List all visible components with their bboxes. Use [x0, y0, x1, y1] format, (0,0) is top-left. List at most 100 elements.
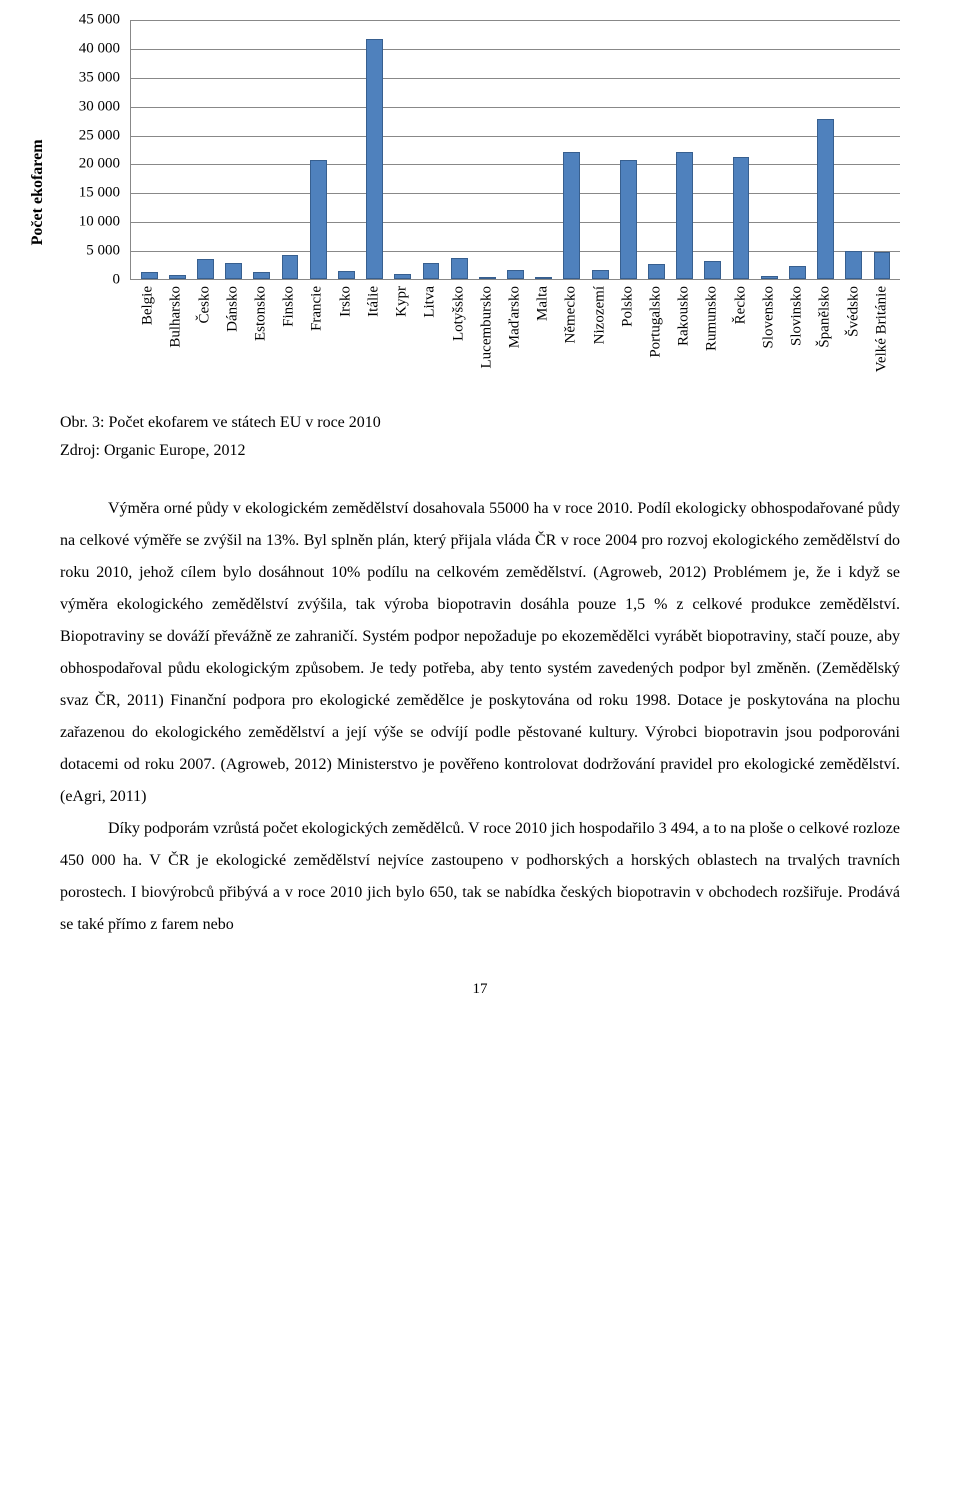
bar: [366, 39, 383, 279]
x-label: Velké Británie: [873, 286, 890, 372]
bar-slot: [530, 20, 558, 279]
y-tick-label: 40 000: [79, 40, 120, 57]
y-tick-label: 15 000: [79, 185, 120, 202]
x-label-slot: Lucembursko: [473, 282, 501, 382]
y-tick-label: 10 000: [79, 214, 120, 231]
bar: [338, 271, 355, 279]
bar-slot: [727, 20, 755, 279]
bar: [874, 252, 891, 279]
bar: [535, 277, 552, 279]
x-label: Španělsko: [817, 286, 834, 348]
y-tick-label: 35 000: [79, 69, 120, 86]
bar: [676, 152, 693, 279]
x-label: Litva: [422, 286, 439, 318]
figure-source: Zdroj: Organic Europe, 2012: [60, 438, 900, 464]
bar: [817, 119, 834, 279]
x-label: Malta: [535, 286, 552, 321]
x-label-slot: Finsko: [275, 282, 303, 382]
x-label-slot: Lotyšsko: [444, 282, 472, 382]
bar-slot: [671, 20, 699, 279]
bar: [592, 270, 609, 279]
bar-slot: [417, 20, 445, 279]
x-label-slot: Portugalsko: [642, 282, 670, 382]
x-label: Rumunsko: [704, 286, 721, 351]
bar-slot: [304, 20, 332, 279]
x-label-slot: Itálie: [360, 282, 388, 382]
x-label: Irsko: [337, 286, 354, 317]
bar: [141, 272, 158, 279]
paragraph-2: Díky podporám vzrůstá počet ekologických…: [60, 813, 900, 941]
x-label: Kypr: [394, 286, 411, 317]
bar: [169, 275, 186, 279]
x-label-slot: Irsko: [332, 282, 360, 382]
x-label-slot: Kypr: [388, 282, 416, 382]
bar-slot: [135, 20, 163, 279]
x-label-slot: Řecko: [727, 282, 755, 382]
bar-slot: [191, 20, 219, 279]
x-label: Portugalsko: [648, 286, 665, 358]
x-label-slot: Velké Británie: [868, 282, 896, 382]
bar-slot: [812, 20, 840, 279]
x-label: Francie: [309, 286, 326, 331]
bar: [225, 263, 242, 279]
x-label-slot: Bulharsko: [162, 282, 190, 382]
x-label: Lotyšsko: [450, 286, 467, 341]
bar: [310, 160, 327, 279]
x-label: Švédsko: [845, 286, 862, 337]
paragraph-1: Výměra orné půdy v ekologickém zemědělst…: [60, 493, 900, 813]
bar-slot: [220, 20, 248, 279]
bars-container: [131, 20, 900, 279]
figure-caption: Obr. 3: Počet ekofarem ve státech EU v r…: [60, 410, 900, 436]
bar: [197, 259, 214, 279]
y-axis-label: Počet ekofarem: [29, 139, 47, 245]
y-tick-label: 20 000: [79, 156, 120, 173]
bar: [704, 261, 721, 279]
x-label: Belgie: [140, 286, 157, 325]
x-label: Polsko: [619, 286, 636, 327]
x-label: Česko: [196, 286, 213, 324]
bar: [507, 270, 524, 279]
x-label-slot: Dánsko: [219, 282, 247, 382]
plot-area: [130, 20, 900, 280]
x-label: Řecko: [732, 286, 749, 324]
x-label: Itálie: [365, 286, 382, 317]
bar-chart: Počet ekofarem 05 00010 00015 00020 0002…: [60, 20, 900, 390]
bar-slot: [445, 20, 473, 279]
y-tick-label: 5 000: [86, 243, 120, 260]
bar: [394, 274, 411, 279]
bar-slot: [840, 20, 868, 279]
x-label: Maďarsko: [506, 286, 523, 348]
x-label-slot: Francie: [303, 282, 331, 382]
bar-slot: [699, 20, 727, 279]
bar: [733, 157, 750, 279]
y-tick-label: 0: [113, 272, 121, 289]
x-label-slot: Česko: [190, 282, 218, 382]
x-label-slot: Polsko: [614, 282, 642, 382]
bar-slot: [558, 20, 586, 279]
bar: [282, 255, 299, 279]
bar: [845, 251, 862, 279]
body-text: Výměra orné půdy v ekologickém zemědělst…: [60, 493, 900, 941]
x-label: Lucembursko: [478, 286, 495, 368]
x-label-slot: Německo: [557, 282, 585, 382]
bar-slot: [473, 20, 501, 279]
x-label-slot: Švédsko: [839, 282, 867, 382]
x-label: Slovensko: [760, 286, 777, 349]
bar-slot: [332, 20, 360, 279]
x-label: Dánsko: [224, 286, 241, 332]
x-label-slot: Estonsko: [247, 282, 275, 382]
x-label-slot: Belgie: [134, 282, 162, 382]
bar-slot: [783, 20, 811, 279]
bar-slot: [868, 20, 896, 279]
x-label-slot: Litva: [416, 282, 444, 382]
bar: [761, 276, 778, 279]
x-label-slot: Slovinsko: [783, 282, 811, 382]
bar-slot: [389, 20, 417, 279]
y-tick-label: 45 000: [79, 12, 120, 29]
y-tick-label: 30 000: [79, 98, 120, 115]
x-label: Nizozemí: [591, 286, 608, 344]
bar-slot: [586, 20, 614, 279]
x-label-slot: Slovensko: [755, 282, 783, 382]
x-label-slot: Španělsko: [811, 282, 839, 382]
x-label: Bulharsko: [168, 286, 185, 348]
